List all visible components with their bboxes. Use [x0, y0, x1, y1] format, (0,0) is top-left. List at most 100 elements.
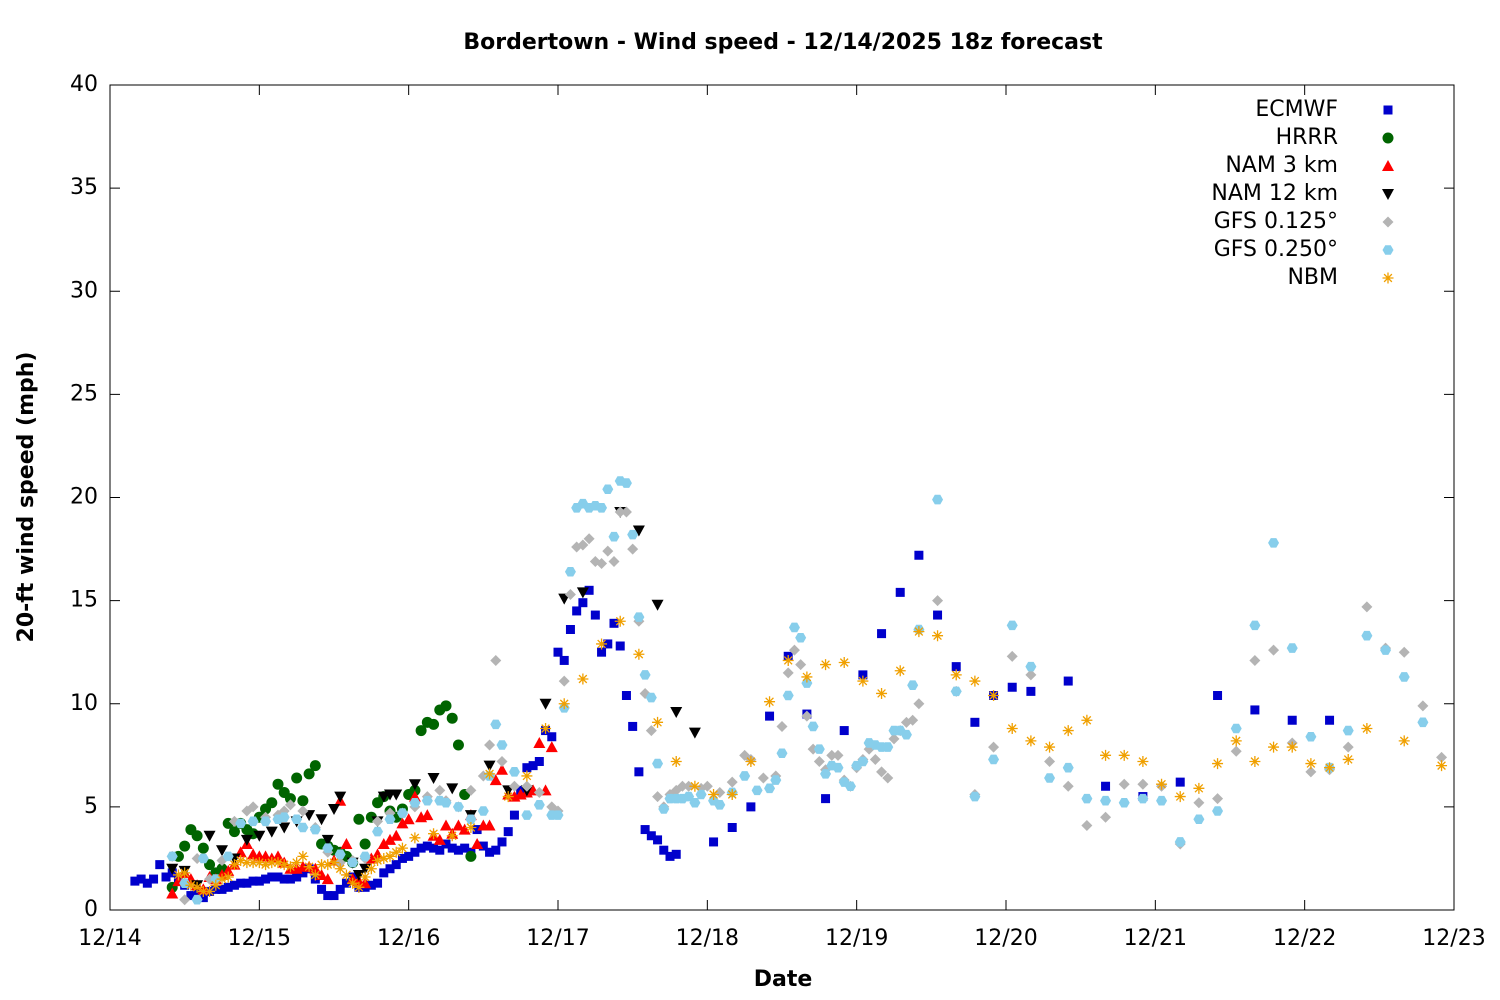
point: [359, 871, 371, 883]
point: [216, 873, 228, 885]
point: [228, 826, 240, 838]
point: [278, 859, 290, 871]
point: [645, 725, 657, 737]
point: [788, 644, 800, 656]
legend-label: NAM 3 km: [1225, 153, 1338, 178]
point: [359, 877, 372, 889]
point: [452, 819, 465, 831]
point: [632, 525, 645, 537]
point: [1417, 717, 1429, 728]
point: [315, 814, 328, 826]
point: [1044, 756, 1056, 767]
point: [900, 729, 912, 740]
point: [533, 800, 545, 810]
point: [359, 838, 371, 850]
point: [869, 753, 881, 765]
point: [130, 876, 140, 886]
point: [813, 756, 825, 767]
point: [745, 756, 757, 767]
point: [969, 675, 981, 687]
point: [627, 543, 639, 555]
point: [253, 857, 265, 869]
point: [726, 789, 738, 800]
point: [179, 894, 191, 906]
point: [390, 789, 403, 801]
point: [161, 872, 171, 882]
legend-marker: [1382, 160, 1394, 171]
point: [1398, 672, 1410, 682]
x-tick-label: 12/14: [78, 926, 141, 951]
point: [241, 857, 253, 869]
point: [844, 781, 856, 792]
point: [261, 874, 271, 884]
point: [689, 780, 701, 792]
point: [914, 550, 924, 560]
legend-label: HRRR: [1276, 125, 1338, 150]
point: [197, 885, 209, 897]
point: [379, 868, 389, 878]
point: [1305, 731, 1317, 742]
point: [334, 849, 346, 860]
point: [404, 851, 414, 861]
point: [1325, 715, 1335, 725]
point: [1062, 762, 1074, 773]
point: [460, 843, 470, 853]
point: [807, 721, 819, 732]
point: [384, 814, 396, 825]
point: [334, 791, 347, 803]
point: [559, 655, 569, 665]
point: [197, 842, 209, 854]
point: [857, 756, 869, 767]
point: [577, 673, 589, 685]
point: [371, 848, 384, 860]
point: [782, 690, 794, 701]
point: [653, 835, 663, 845]
point: [1268, 741, 1280, 753]
point: [490, 719, 502, 730]
point: [578, 598, 588, 608]
point: [365, 863, 377, 875]
point: [1305, 766, 1317, 778]
point: [1249, 620, 1261, 631]
point: [590, 610, 600, 620]
point: [409, 797, 421, 808]
point: [1342, 753, 1354, 765]
point: [359, 863, 372, 875]
point: [634, 767, 644, 777]
point: [552, 810, 564, 820]
point: [788, 622, 800, 633]
point: [751, 785, 763, 796]
point: [770, 775, 782, 785]
point: [1044, 773, 1056, 783]
point: [353, 881, 365, 893]
point: [659, 845, 669, 855]
point: [832, 749, 844, 761]
point: [223, 882, 233, 892]
point: [615, 641, 625, 651]
point: [465, 784, 477, 796]
point: [1361, 723, 1373, 734]
point: [265, 826, 278, 838]
point: [222, 851, 234, 862]
point: [483, 819, 496, 831]
point: [216, 845, 228, 857]
point: [764, 783, 776, 794]
point: [670, 707, 683, 718]
y-tick-label: 40: [70, 72, 98, 97]
point: [322, 859, 334, 871]
point: [235, 855, 247, 866]
point: [820, 659, 832, 671]
point: [776, 748, 788, 759]
point: [453, 845, 463, 855]
point: [540, 723, 552, 734]
point: [172, 869, 184, 881]
point: [247, 857, 259, 869]
point: [440, 819, 452, 831]
x-axis-label: Date: [754, 967, 813, 992]
point: [1118, 797, 1130, 808]
point: [1287, 715, 1297, 725]
point: [292, 872, 302, 882]
point: [795, 632, 807, 643]
point: [316, 859, 328, 871]
point: [335, 884, 345, 894]
